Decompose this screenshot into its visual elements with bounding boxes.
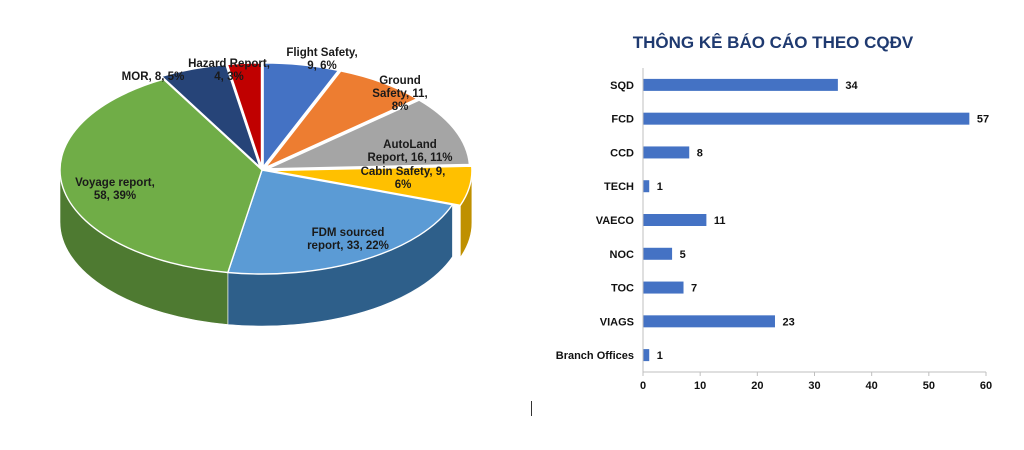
bar-value-label: 34	[845, 80, 858, 92]
pie-tops	[59, 62, 473, 275]
x-tick-label: 50	[923, 380, 935, 392]
bar-chart: THÔNG KÊ BÁO CÁO THEO CQĐV 0 10 20 30 40 50 60…	[556, 33, 992, 392]
bar-value-label: 7	[691, 283, 697, 295]
x-tick-label: 40	[866, 380, 878, 392]
pie-slice-voyage-report	[59, 78, 263, 274]
pie-slice-ground-safety	[264, 70, 419, 169]
category-label: CCD	[610, 147, 634, 159]
x-tick-label: 0	[640, 380, 646, 392]
bar-value-label: 8	[697, 147, 703, 159]
bar-fcd	[643, 112, 970, 125]
pie-slice-flight-safety	[262, 62, 340, 170]
bar-value-label: 5	[680, 249, 686, 261]
pie-slice-cabin-safety	[269, 165, 473, 207]
pie-data-label: Ground Safety, 11, 8%	[372, 75, 427, 113]
x-tick-label: 20	[751, 380, 763, 392]
bar-value-label: 57	[977, 114, 989, 126]
x-tick-label: 10	[694, 380, 706, 392]
pie-data-label: Voyage report, 58, 39%	[75, 177, 155, 202]
category-label: TECH	[604, 181, 634, 193]
x-tick-label: 30	[808, 380, 820, 392]
bar-sqd	[643, 78, 838, 91]
pie-data-label: AutoLand Report, 16, 11%	[367, 139, 452, 164]
bar-value-label: 23	[782, 316, 794, 328]
pie-chart: Flight Safety, 9, 6% Ground Safety, 11, 8% Au…	[59, 47, 473, 327]
pie-data-label: Hazard Report, 4, 3%	[188, 58, 270, 83]
bar-series	[643, 78, 970, 362]
category-label: Branch Offices	[556, 350, 634, 362]
category-label: TOC	[611, 283, 634, 295]
bar-vaeco	[643, 214, 707, 226]
bar-chart-title: THÔNG KÊ BÁO CÁO THEO CQĐV	[633, 33, 914, 52]
bar-value-label: 1	[657, 181, 663, 193]
pie-slice-mor	[160, 63, 261, 168]
pie-slice-autoland-report	[267, 99, 471, 170]
pie-slice-fdm-sourced-report	[226, 169, 454, 275]
pie-data-label: Flight Safety, 9, 6%	[286, 47, 357, 72]
category-label: SQD	[610, 80, 634, 92]
pie-data-label: Cabin Safety, 9, 6%	[361, 166, 446, 191]
x-tick-label: 60	[980, 380, 992, 392]
pie-data-label: MOR, 8, 5%	[122, 71, 185, 83]
category-labels: SQD FCD CCD TECH VAECO NOC TOC VIAGS Branch Offi…	[556, 80, 635, 362]
category-label: VIAGS	[600, 316, 634, 328]
category-label: VAECO	[596, 215, 635, 227]
x-axis-ticks: 0 10 20 30 40 50 60	[640, 372, 992, 392]
bar-tech	[643, 180, 650, 193]
bar-value-label: 1	[657, 350, 663, 362]
category-label: NOC	[610, 249, 635, 261]
bar-value-label: 11	[714, 215, 726, 227]
bar-branch-offices	[643, 349, 650, 362]
pie-slice-hazard-report	[226, 62, 263, 168]
bar-toc	[643, 281, 684, 294]
category-label: FCD	[611, 114, 634, 126]
bar-noc	[643, 247, 673, 260]
bar-ccd	[643, 146, 690, 159]
text-cursor	[531, 401, 532, 416]
bar-viags	[643, 315, 775, 328]
pie-labels: Flight Safety, 9, 6% Ground Safety, 11, 8% Au…	[75, 47, 452, 252]
pie-data-label: FDM sourced report, 33, 22%	[307, 227, 389, 252]
